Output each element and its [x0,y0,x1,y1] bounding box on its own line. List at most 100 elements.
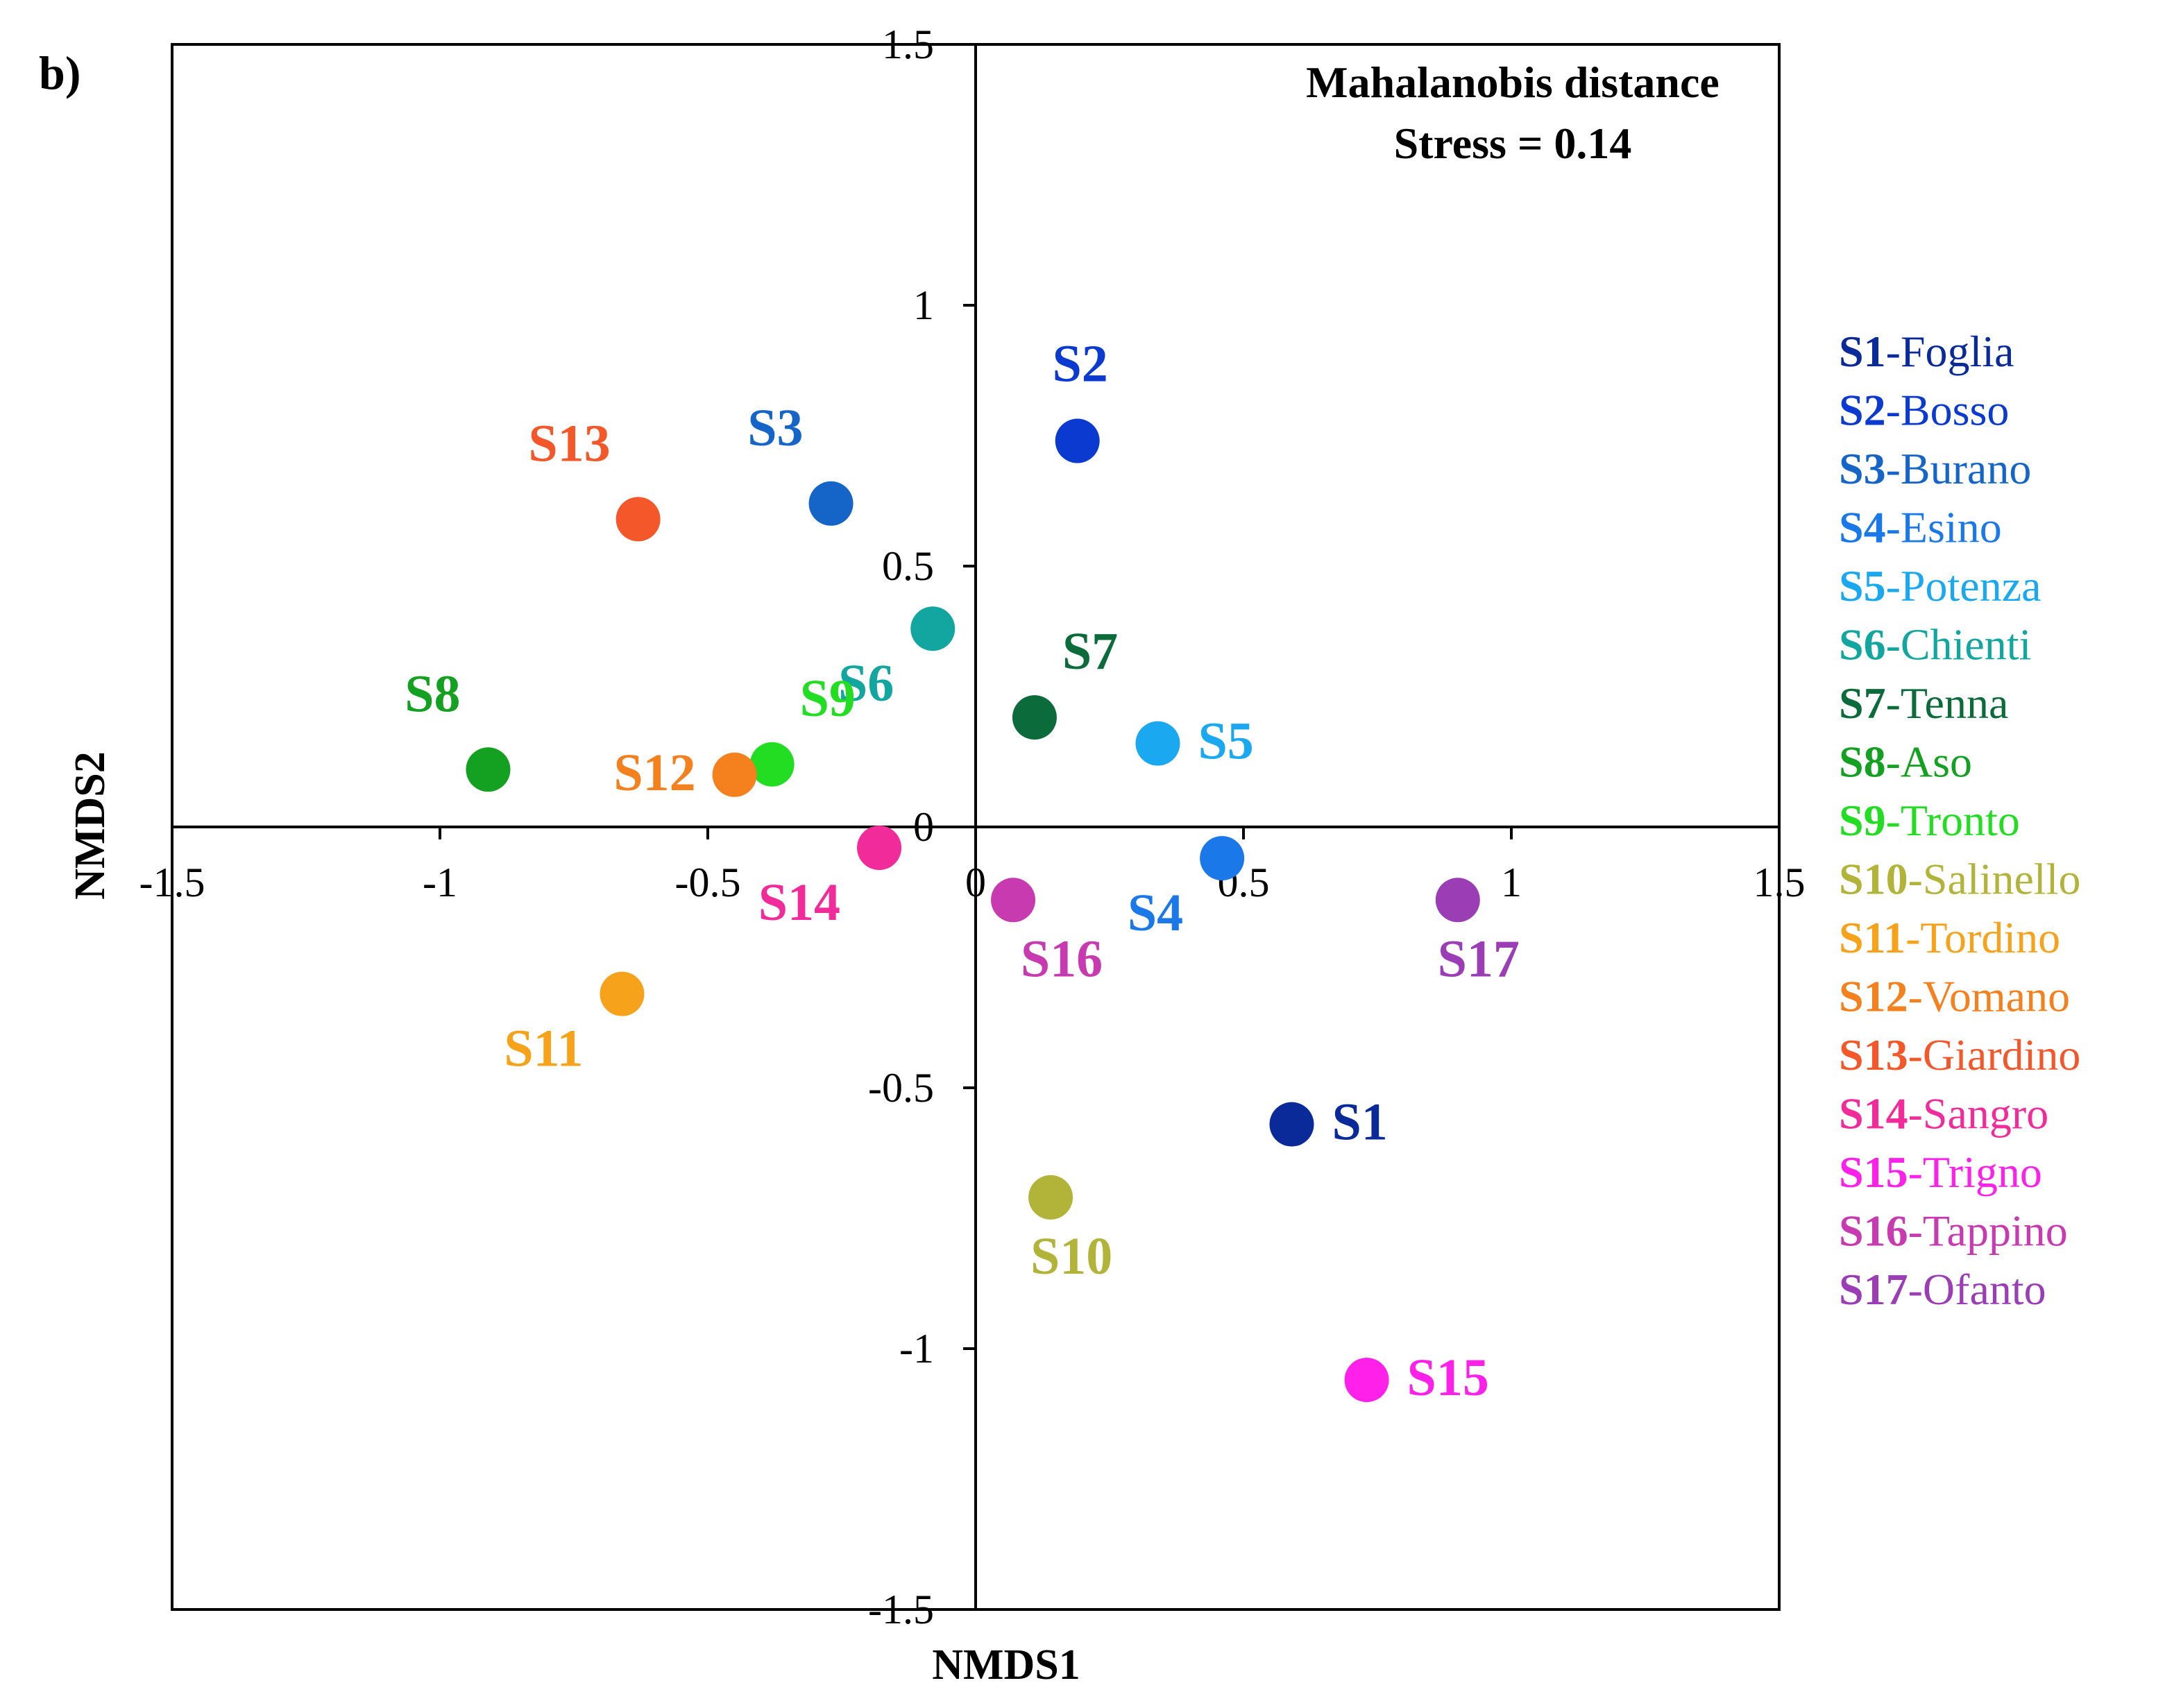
legend-name: -Tappino [1908,1206,2068,1256]
tick-labels: -1.5 -1 -0.5 0 0.5 1 1.51.510.50-0.5-1-1.5 [139,22,1806,1632]
y-axis-label: NMDS2 [67,751,114,900]
y-tick-label: 1.5 [882,22,934,67]
legend-id: S3 [1839,444,1886,493]
point-label-s14: S14 [758,873,840,932]
y-tick-label: 0.5 [882,543,934,589]
legend-name: -Aso [1886,737,1972,787]
legend-id: S2 [1839,386,1886,435]
legend-entry-s14: S14-Sangro [1839,1089,2048,1138]
x-axis-label: NMDS1 [932,1641,1080,1689]
legend-entry-s16: S16-Tappino [1839,1206,2068,1256]
legend-entry-s2: S2-Bosso [1839,386,2009,435]
point-label-s15: S15 [1407,1349,1489,1407]
point-label-s3: S3 [747,399,803,457]
legend-id: S11 [1839,913,1905,962]
legend-id: S12 [1839,972,1908,1021]
legend-name: -Trigno [1908,1147,2042,1197]
x-tick-label: -1 [423,860,457,905]
legend-name: -Tordino [1905,913,2060,962]
x-tick-label: 1 [1501,860,1522,905]
point-s1 [1269,1102,1314,1147]
legend-name: -Chienti [1886,620,2032,669]
point-s7 [1012,695,1057,740]
legend-entry-s6: S6-Chienti [1839,620,2031,669]
legend-name: -Ofanto [1908,1265,2046,1314]
point-label-s13: S13 [528,414,610,472]
legend-entry-s3: S3-Burano [1839,444,2031,493]
y-tick-label: -1.5 [868,1587,934,1632]
legend-entry-s13: S13-Giardino [1839,1030,2080,1079]
point-label-s8: S8 [405,665,460,723]
point-s3 [808,481,854,526]
legend-id: S14 [1839,1089,1908,1138]
point-label-s11: S11 [504,1020,583,1078]
point-s4 [1200,836,1245,881]
point-label-s12: S12 [613,744,695,802]
legend-name: -Giardino [1908,1030,2081,1079]
data-points: S1 S2 S3 S4 S5 S6 S7 S8 S9 S10 S11 S12 S13 S14 S15 S16 S… [405,335,1520,1408]
point-s11 [600,971,645,1016]
panel-label: b) [39,46,80,99]
point-s17 [1435,878,1480,923]
point-label-s1: S1 [1332,1093,1387,1152]
legend-entry-s4: S4-Esino [1839,503,2002,552]
point-label-s4: S4 [1128,884,1183,942]
x-tick-label: 0 [965,860,986,905]
legend-id: S9 [1839,796,1886,845]
legend-entry-s8: S8-Aso [1839,737,1972,787]
point-label-s2: S2 [1053,335,1108,393]
legend-entry-s5: S5-Potenza [1839,561,2041,610]
chart-subtitle: Stress = 0.14 [1394,119,1632,168]
legend-name: -Potenza [1886,561,2041,610]
point-label-s7: S7 [1062,622,1118,681]
point-s6 [910,606,956,651]
point-s14 [857,826,902,871]
legend-id: S5 [1839,561,1886,610]
point-s12 [712,752,757,797]
legend-id: S15 [1839,1147,1908,1197]
legend-entry-s11: S11-Tordino [1839,913,2060,962]
legend-entry-s1: S1-Foglia [1839,327,2014,376]
y-tick-label: -0.5 [868,1065,934,1111]
x-tick-label: -1.5 [139,860,205,905]
legend-id: S7 [1839,678,1886,728]
legend-entry-s12: S12-Vomano [1839,972,2070,1021]
point-s2 [1055,418,1100,463]
point-s13 [615,497,661,542]
y-tick-label: 1 [913,282,934,328]
legend-name: -Esino [1886,503,2002,552]
legend-id: S8 [1839,737,1886,787]
point-label-s5: S5 [1198,712,1253,771]
axes [171,43,1781,1611]
point-label-s6: S6 [838,654,894,712]
legend-id: S17 [1839,1265,1908,1314]
legend-id: S10 [1839,855,1908,904]
legend-name: -Tenna [1886,678,2009,728]
legend-entry-s7: S7-Tenna [1839,678,2008,728]
point-s5 [1135,721,1180,766]
legend-name: -Tronto [1886,796,2020,845]
legend-id: S16 [1839,1206,1908,1256]
legend-name: -Bosso [1886,386,2010,435]
legend-id: S6 [1839,620,1886,669]
point-s9 [749,742,795,787]
point-label-s9: S9 [800,669,856,728]
legend-id: S4 [1839,503,1886,552]
legend-entry-s17: S17-Ofanto [1839,1265,2046,1314]
x-tick-label: 1.5 [1754,860,1806,905]
x-tick-label: -0.5 [675,860,741,905]
legend-entry-s10: S10-Salinello [1839,855,2080,904]
point-label-s16: S16 [1021,930,1103,988]
point-label-s17: S17 [1438,930,1520,988]
legend-entry-s9: S9-Tronto [1839,796,2020,845]
point-s16 [991,878,1036,923]
legend-name: -Foglia [1886,327,2014,376]
point-s10 [1028,1175,1073,1220]
legend-entry-s15: S15-Trigno [1839,1147,2042,1197]
point-s15 [1344,1358,1389,1403]
legend-id: S1 [1839,327,1886,376]
y-tick-label: -1 [899,1326,934,1372]
point-label-s10: S10 [1030,1227,1112,1286]
legend-name: -Burano [1886,444,2032,493]
